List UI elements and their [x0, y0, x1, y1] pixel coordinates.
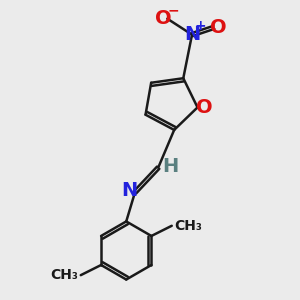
- Text: CH₃: CH₃: [174, 219, 202, 233]
- Text: N: N: [122, 182, 138, 200]
- Text: O: O: [154, 9, 171, 28]
- Text: O: O: [196, 98, 212, 117]
- Text: CH₃: CH₃: [51, 268, 78, 282]
- Text: +: +: [194, 19, 206, 33]
- Text: H: H: [162, 157, 178, 176]
- Text: N: N: [184, 25, 200, 44]
- Text: O: O: [210, 18, 226, 37]
- Text: −: −: [168, 4, 179, 18]
